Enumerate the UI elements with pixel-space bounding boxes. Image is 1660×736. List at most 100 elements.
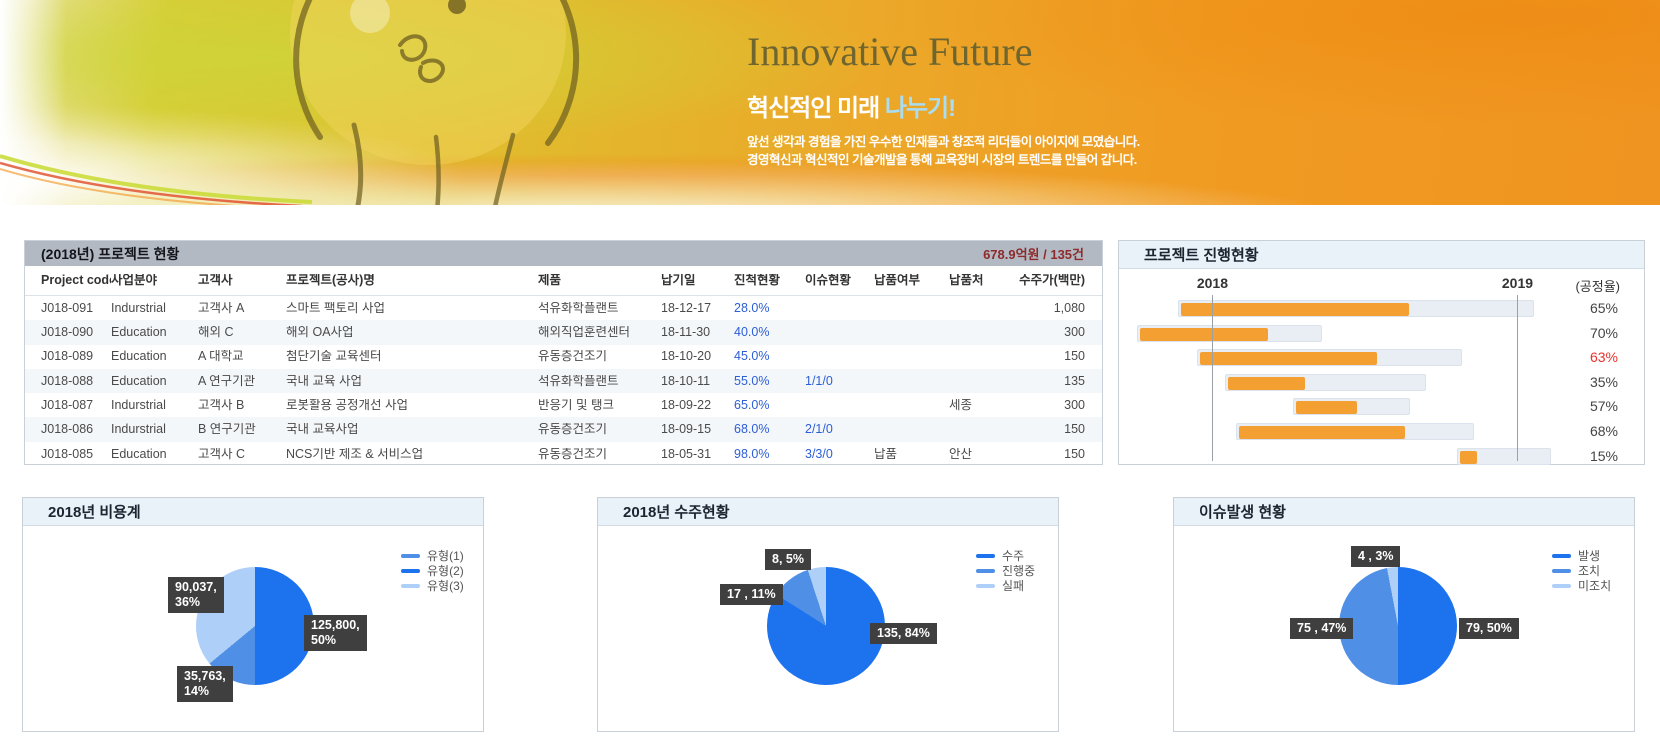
table-cell: Education — [111, 447, 167, 461]
legend-label: 수주 — [1002, 549, 1025, 563]
gantt-year-label: 2019 — [1501, 275, 1534, 291]
legend-item: 유형(3) — [401, 578, 464, 593]
table-cell: 1,080 — [1053, 301, 1085, 315]
table-cell: J018-089 — [41, 350, 94, 363]
table-cell: 해외직업훈련센터 — [538, 326, 631, 339]
gantt-percent-label: 68% — [1589, 423, 1618, 439]
hero-subtitle-accent: 나누기! — [884, 95, 956, 122]
pie-legend: 수주 진행중 실패 — [976, 548, 1035, 593]
table-cell: 300 — [1064, 399, 1085, 412]
column-header: 진척현황 — [734, 274, 781, 287]
table-cell: 28.0% — [734, 301, 770, 315]
gantt-percent-label: 70% — [1589, 324, 1618, 341]
pie-data-label: 79, 50% — [1459, 618, 1519, 639]
legend-swatch-icon — [401, 553, 420, 558]
legend-label: 발생 — [1578, 549, 1601, 563]
legend-swatch-icon — [401, 568, 420, 573]
column-header: 사업분야 — [111, 274, 158, 287]
gantt-chart: (공정율) 2018 2019 65% 70% 63% 35% 57% 68% 15% — [1119, 269, 1644, 465]
gantt-progress-bar — [1459, 450, 1477, 464]
pie-data-label: 125,800, 50% — [304, 615, 367, 651]
table-cell: 석유화학플랜트 — [538, 374, 619, 388]
gantt-gridline — [1517, 295, 1519, 461]
table-cell: 18-05-31 — [661, 447, 712, 461]
hero-description-line2: 경영혁신과 혁신적인 기술개발을 통해 교육장비 시장의 트렌드를 만들어 갑니… — [747, 152, 1137, 167]
table-cell: 18-12-17 — [661, 301, 712, 315]
table-cell: 고객사 B — [198, 399, 245, 412]
legend-item: 조치 — [1552, 563, 1611, 578]
table-cell: Education — [111, 374, 167, 388]
hero-text-block: Innovative Future 혁신적인 미래 나누기! 앞선 생각과 경험… — [747, 28, 1140, 169]
column-header: 제품 — [538, 274, 562, 287]
gantt-track — [1456, 447, 1552, 465]
legend-swatch-icon — [1552, 583, 1571, 588]
project-table-body: J018-091 Indurstrial 고객사 A 스마트 팩토리 사업 석유화학플랜… — [25, 296, 1102, 466]
table-row: J018-088 Education A 연구기관 국내 교육 사업 석유화학플랜트 18… — [25, 368, 1102, 394]
issues-pie-title: 이슈발생 현황 — [1174, 498, 1634, 526]
project-table-header: Project code 사업분야 고객사 프로젝트(공사)명 제품 납기일 진척현황 이슈현… — [25, 266, 1102, 296]
gantt-gridline — [1212, 295, 1214, 461]
gantt-year-label: 2018 — [1196, 275, 1229, 291]
issues-pie-body: 79, 50% 75 , 47% 4 , 3% 발생 조치 미조치 — [1174, 526, 1634, 732]
gantt-panel-title: 프로젝트 진행현황 — [1119, 241, 1644, 269]
table-cell: 18-09-15 — [661, 423, 712, 436]
legend-item: 미조치 — [1552, 578, 1611, 593]
table-cell: J018-086 — [41, 423, 94, 436]
pie-legend: 발생 조치 미조치 — [1552, 548, 1611, 593]
legend-item: 진행중 — [976, 563, 1035, 578]
column-header: 프로젝트(공사)명 — [286, 274, 375, 287]
gantt-progress-bar — [1199, 352, 1377, 366]
table-cell: 세종 — [949, 399, 973, 412]
hero-subtitle: 혁신적인 미래 나누기! — [747, 88, 1140, 123]
table-cell: A 연구기관 — [198, 374, 256, 388]
table-cell: 55.0% — [734, 374, 770, 388]
table-cell: 150 — [1064, 423, 1085, 436]
gantt-track — [1136, 324, 1323, 342]
pie-data-label: 4 , 3% — [1351, 546, 1401, 567]
table-cell: 고객사 A — [198, 301, 245, 315]
gantt-progress-bar — [1238, 426, 1405, 439]
gantt-progress-bar — [1227, 376, 1306, 390]
pie-chart — [1339, 567, 1457, 685]
pie-data-label: 17 , 11% — [720, 584, 783, 605]
table-cell: 2/1/0 — [805, 423, 833, 436]
table-cell: 98.0% — [734, 447, 770, 461]
legend-swatch-icon — [976, 553, 995, 558]
legend-swatch-icon — [976, 583, 995, 588]
column-header: Project code — [41, 274, 111, 287]
gantt-track — [1196, 349, 1462, 367]
gantt-percent-label: 63% — [1589, 349, 1618, 366]
gantt-track — [1235, 423, 1475, 440]
project-status-panel: (2018년) 프로젝트 현황 678.9억원 / 135건 Project c… — [24, 240, 1103, 465]
legend-swatch-icon — [976, 568, 995, 573]
table-cell: 18-09-22 — [661, 399, 712, 412]
table-cell: 국내 교육사업 — [286, 423, 359, 436]
pie-legend: 유형(1) 유형(2) 유형(3) — [401, 548, 464, 593]
gantt-percent-label: 35% — [1589, 373, 1618, 390]
table-cell: 18-11-30 — [661, 326, 711, 339]
table-cell: J018-091 — [41, 301, 94, 315]
table-cell: Indurstrial — [111, 399, 166, 412]
table-cell: 65.0% — [734, 399, 770, 412]
legend-label: 미조치 — [1578, 579, 1612, 593]
table-cell: 150 — [1064, 350, 1085, 363]
table-cell: 45.0% — [734, 350, 770, 363]
table-cell: B 연구기관 — [198, 423, 256, 436]
project-progress-panel: 프로젝트 진행현황 (공정율) 2018 2019 65% 70% 63% 35% 57% 6… — [1118, 240, 1645, 465]
lightbulb-sketch-icon — [290, 0, 580, 205]
legend-item: 수주 — [976, 548, 1035, 563]
table-cell: 납품 — [874, 447, 898, 461]
legend-swatch-icon — [1552, 553, 1571, 558]
pie-data-label: 135, 84% — [870, 623, 937, 644]
gantt-percent-label: 65% — [1589, 300, 1618, 316]
table-cell: Education — [111, 326, 167, 339]
cost-pie-body: 125,800, 50% 35,763, 14% 90,037, 36% 유형(1) 유… — [23, 526, 483, 732]
table-cell: 석유화학플랜트 — [538, 301, 619, 315]
project-table-summary: 678.9억원 / 135건 — [983, 247, 1084, 262]
table-cell: Education — [111, 350, 167, 363]
table-cell: J018-087 — [41, 399, 94, 412]
pie-data-label: 75 , 47% — [1290, 618, 1354, 639]
table-row: J018-091 Indurstrial 고객사 A 스마트 팩토리 사업 석유화학플랜… — [25, 296, 1102, 320]
cost-pie-title: 2018년 비용계 — [23, 498, 483, 526]
